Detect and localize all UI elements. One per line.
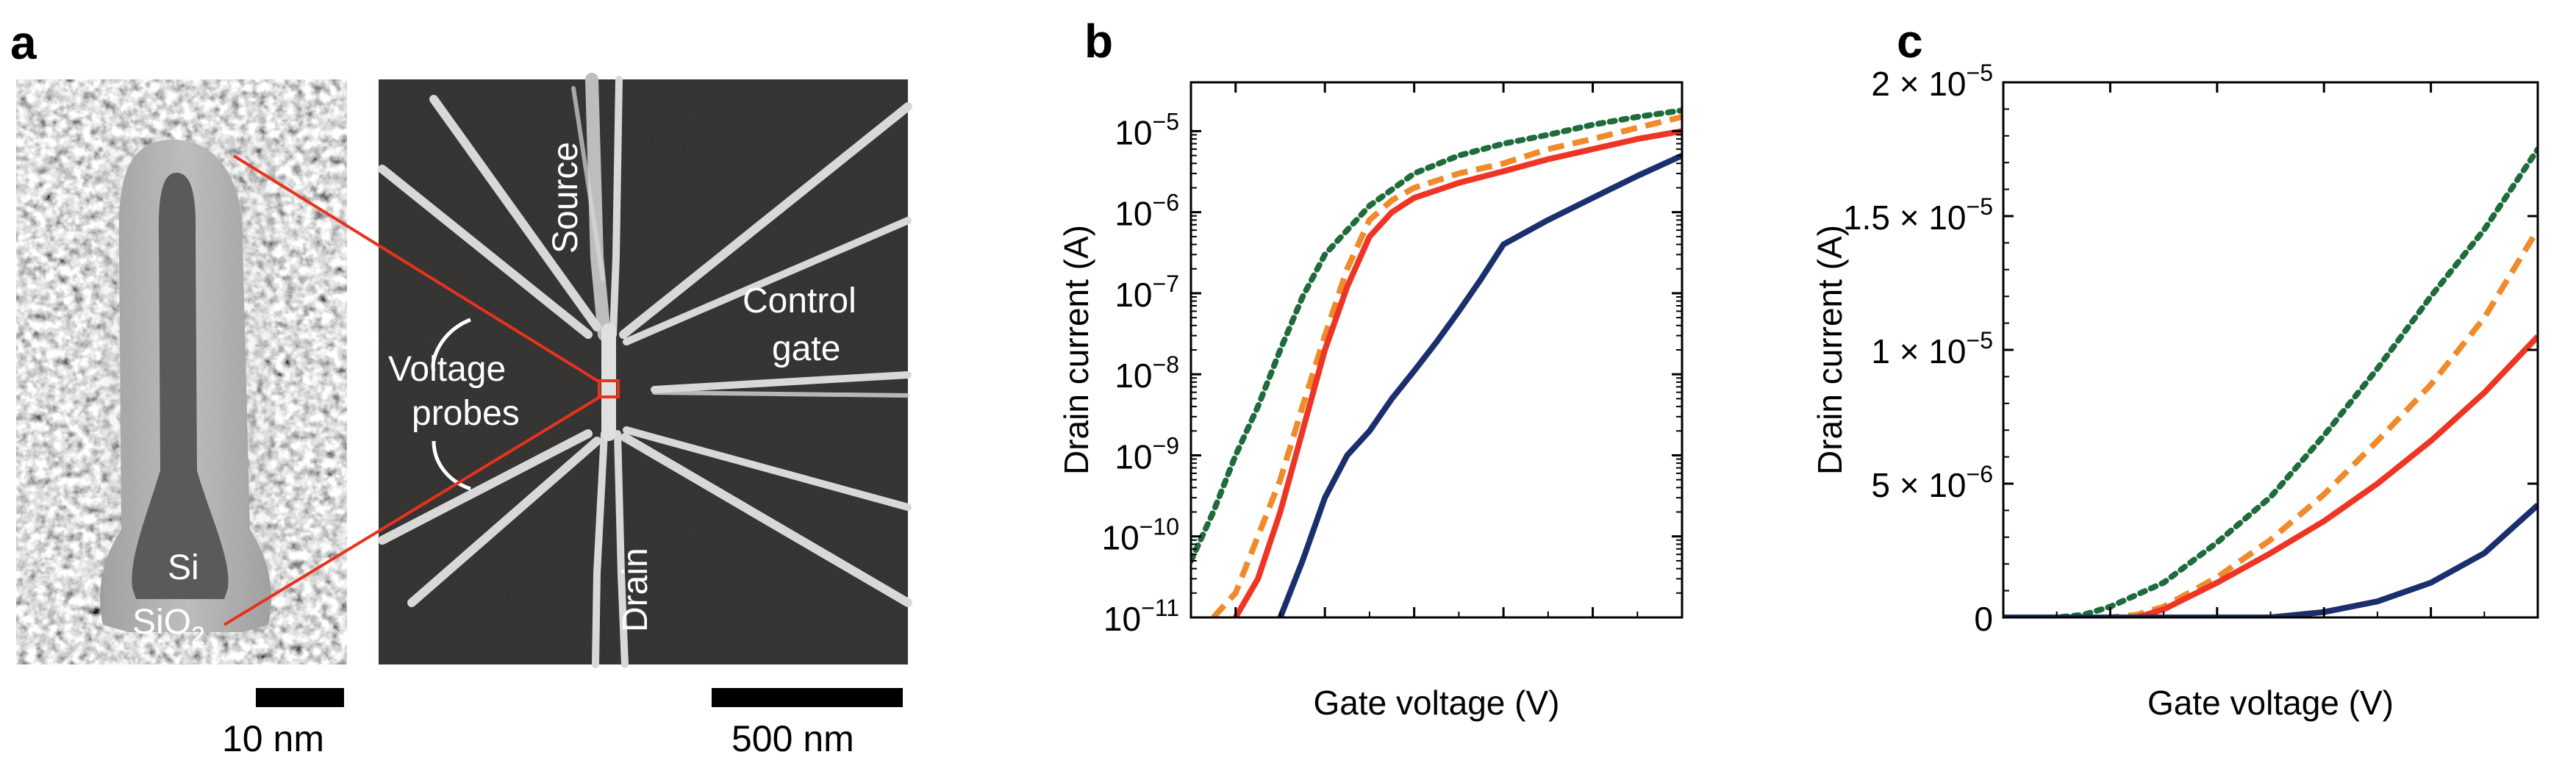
y-tick-label: 1.5 × 10−5	[1843, 193, 1993, 237]
series-line-red	[1233, 128, 1682, 617]
series-line-orange	[1211, 114, 1682, 617]
chart-c: c 0 5 × 10−6 1 × 10−5 1.5 × 10−5 2 × 10−5 Gate…	[1811, 15, 2539, 722]
chart-b: b 10−11 10−10 10−9 10−8 10−7 10−6 10−5 Gate volt…	[1057, 15, 1684, 722]
y-tick-label: 5 × 10−6	[1871, 461, 1993, 504]
source-label: Source	[546, 142, 585, 254]
series-line-green	[1191, 107, 1682, 564]
y-tick-label: 10−9	[1115, 432, 1179, 476]
gate-label: gate	[772, 329, 840, 368]
chart-c-series	[2003, 146, 2538, 617]
scale-bar-right-label: 500 nm	[731, 718, 854, 759]
y-tick-label: 10−10	[1102, 514, 1179, 557]
voltage-label: Voltage	[388, 350, 506, 389]
sem-device-image: Source Drain Control gate Voltage probes	[378, 73, 912, 668]
si-label: Si	[168, 548, 199, 587]
series-line-red	[2003, 334, 2538, 617]
panel-b-letter: b	[1084, 15, 1113, 68]
series-line-navy	[1277, 152, 1682, 617]
scale-bar-right	[712, 688, 903, 707]
panel-a-letter: a	[10, 16, 37, 69]
y-tick-label: 10−6	[1115, 190, 1179, 233]
sem-cross-section-image: Si SiO2	[16, 79, 347, 664]
series-line-orange	[2003, 228, 2538, 617]
y-tick-label: 0	[1974, 600, 1993, 638]
drain-label: Drain	[616, 548, 655, 632]
series-line-navy	[2003, 503, 2538, 617]
sio2-label: SiO2	[132, 603, 205, 650]
chart-b-series	[1191, 107, 1682, 617]
y-tick-label: 2 × 10−5	[1871, 60, 1993, 103]
zoom-line-top	[232, 154, 601, 384]
probes-label: probes	[412, 394, 520, 433]
zoom-region-box	[598, 379, 620, 398]
y-axis-label: Drain current (A)	[1057, 225, 1095, 475]
y-tick-label: 10−7	[1115, 270, 1179, 314]
scale-bar-left-label: 10 nm	[222, 718, 324, 759]
x-axis-label: Gate voltage (V)	[2147, 684, 2394, 722]
y-axis-label: Drain current (A)	[1811, 225, 1849, 475]
panel-c-letter: c	[1897, 15, 1923, 68]
control-label: Control	[743, 282, 856, 320]
y-tick-label: 10−11	[1103, 595, 1179, 638]
y-tick-label: 10−8	[1115, 351, 1179, 395]
x-axis-label: Gate voltage (V)	[1314, 684, 1560, 722]
y-tick-label: 10−5	[1115, 108, 1179, 151]
series-line-green	[2003, 146, 2538, 617]
scale-bar-left	[256, 688, 344, 707]
y-tick-label: 1 × 10−5	[1871, 327, 1993, 370]
zoom-line-bottom	[223, 395, 601, 626]
